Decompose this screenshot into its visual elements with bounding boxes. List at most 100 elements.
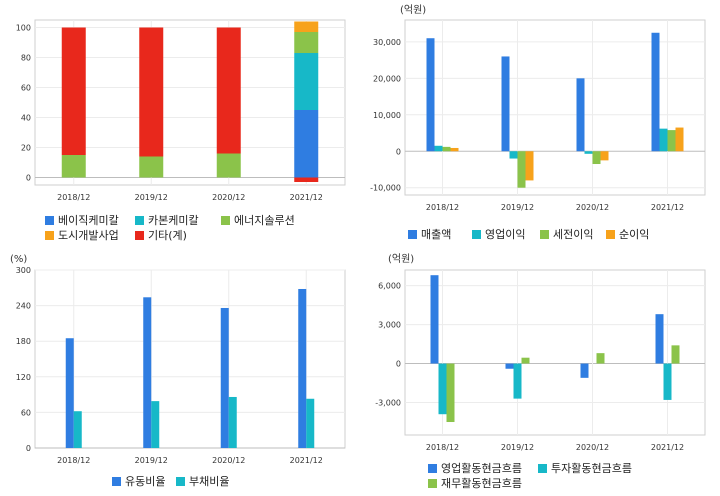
- legend-swatch: [45, 216, 54, 225]
- bar: [675, 127, 684, 152]
- y-tick-label: 60: [21, 84, 31, 93]
- bar: [61, 155, 86, 178]
- x-tick-label: 2021/12: [651, 203, 684, 212]
- x-tick-label: 2021/12: [290, 193, 323, 202]
- legend-label: 영업활동현금흐름: [441, 462, 522, 475]
- legend-item: 영업이익: [472, 228, 525, 241]
- legend-item: 카본케미칼: [135, 214, 199, 227]
- legend-label: 세전이익: [553, 228, 594, 241]
- bar: [151, 401, 160, 448]
- bar: [294, 21, 319, 32]
- bar: [663, 363, 672, 400]
- legend-item: 도시개발사업: [45, 229, 119, 242]
- bar: [294, 110, 319, 178]
- legend-swatch: [45, 231, 54, 240]
- legend-swatch: [606, 230, 615, 239]
- bar: [576, 78, 585, 152]
- x-tick-label: 2020/12: [212, 456, 245, 465]
- bar: [446, 363, 455, 423]
- y-tick-label: 6,000: [378, 282, 401, 291]
- bar: [592, 151, 601, 165]
- x-tick-label: 2018/12: [426, 443, 459, 452]
- chart-plot: (억원) -10,000 0 10,000 20,000 30,000 2018/12 201…: [370, 4, 706, 212]
- legend-label: 카본케미칼: [148, 214, 199, 227]
- legend-item: 순이익: [606, 228, 649, 241]
- bar: [65, 338, 74, 448]
- x-tick-label: 2018/12: [57, 456, 90, 465]
- bar: [513, 363, 522, 399]
- legend-swatch: [538, 464, 547, 473]
- bar: [659, 128, 668, 152]
- y-tick-label: 240: [16, 302, 31, 311]
- bar: [216, 153, 241, 178]
- y-tick-label: 3,000: [378, 321, 401, 330]
- y-tick-label: 0: [396, 360, 401, 369]
- plot-frame: [34, 19, 346, 186]
- legend-swatch: [135, 216, 144, 225]
- x-tick-label: 2020/12: [576, 203, 609, 212]
- bar: [143, 297, 152, 448]
- plot-frame: [404, 19, 706, 196]
- legend-label: 재무활동현금흐름: [441, 477, 522, 490]
- bar: [521, 357, 530, 364]
- y-tick-label: 0: [26, 444, 31, 453]
- bar: [216, 27, 241, 154]
- y-tick-label: 30,000: [373, 38, 401, 47]
- bar: [294, 177, 319, 182]
- bar: [651, 32, 660, 152]
- bar: [139, 156, 164, 178]
- x-tick-label: 2020/12: [212, 193, 245, 202]
- legend-label: 순이익: [619, 228, 650, 241]
- legend-item: 부채비율: [176, 475, 229, 488]
- bar: [584, 151, 593, 154]
- legend-swatch: [408, 230, 417, 239]
- y-tick-label: 100: [16, 24, 31, 33]
- chart-plot: (%) 0 60 120 180 240 300 2018/12 2019/12 2020/12 2…: [10, 254, 346, 465]
- bar: [655, 314, 664, 364]
- bar: [61, 27, 86, 155]
- bar: [139, 27, 164, 157]
- legend-label: 유동비율: [125, 475, 166, 488]
- legend-item: 세전이익: [540, 228, 593, 241]
- unit-label: (%): [10, 254, 27, 265]
- x-tick-label: 2021/12: [290, 456, 323, 465]
- unit-label: (억원): [388, 253, 414, 265]
- y-tick-label: 180: [16, 337, 31, 346]
- bar: [434, 145, 443, 152]
- legend-swatch: [112, 477, 121, 486]
- legend-item: 영업활동현금흐름: [428, 462, 522, 475]
- bar: [306, 398, 315, 448]
- plot-frame: [404, 269, 706, 436]
- x-tick-label: 2018/12: [426, 203, 459, 212]
- legend-item: 유동비율: [112, 475, 165, 488]
- unit-label: (억원): [400, 4, 426, 16]
- bar: [298, 288, 307, 448]
- x-tick-label: 2020/12: [576, 443, 609, 452]
- legend-label: 매출액: [421, 228, 452, 241]
- y-tick-label: 300: [16, 266, 31, 275]
- bar: [228, 396, 237, 448]
- legend-item: 베이직케미칼: [45, 214, 119, 227]
- y-tick-label: 20: [21, 144, 31, 153]
- legend-item: 투자활동현금흐름: [538, 462, 632, 475]
- bar: [294, 32, 319, 53]
- legend-item: 재무활동현금흐름: [428, 477, 522, 490]
- y-tick-label: 20,000: [373, 74, 401, 83]
- bar: [442, 146, 451, 152]
- legend-item: 기타(계): [135, 229, 187, 242]
- legend-swatch: [428, 479, 437, 488]
- chart-income: (억원) -10,000 0 10,000 20,000 30,000 2018/12 201…: [360, 0, 720, 248]
- legend-swatch: [176, 477, 185, 486]
- bar: [505, 363, 514, 369]
- y-tick-label: 10,000: [373, 111, 401, 120]
- bar: [671, 345, 680, 364]
- legend-swatch: [472, 230, 481, 239]
- bar: [438, 363, 447, 415]
- bar: [450, 147, 459, 152]
- legend-label: 부채비율: [189, 475, 230, 488]
- chart-plot: 0 20 40 60 80 100 2018/12 2019/12 2020/12 2021/12: [16, 19, 346, 202]
- bar: [426, 38, 435, 152]
- x-tick-label: 2019/12: [501, 203, 534, 212]
- bar: [294, 53, 319, 110]
- x-tick-label: 2019/12: [501, 443, 534, 452]
